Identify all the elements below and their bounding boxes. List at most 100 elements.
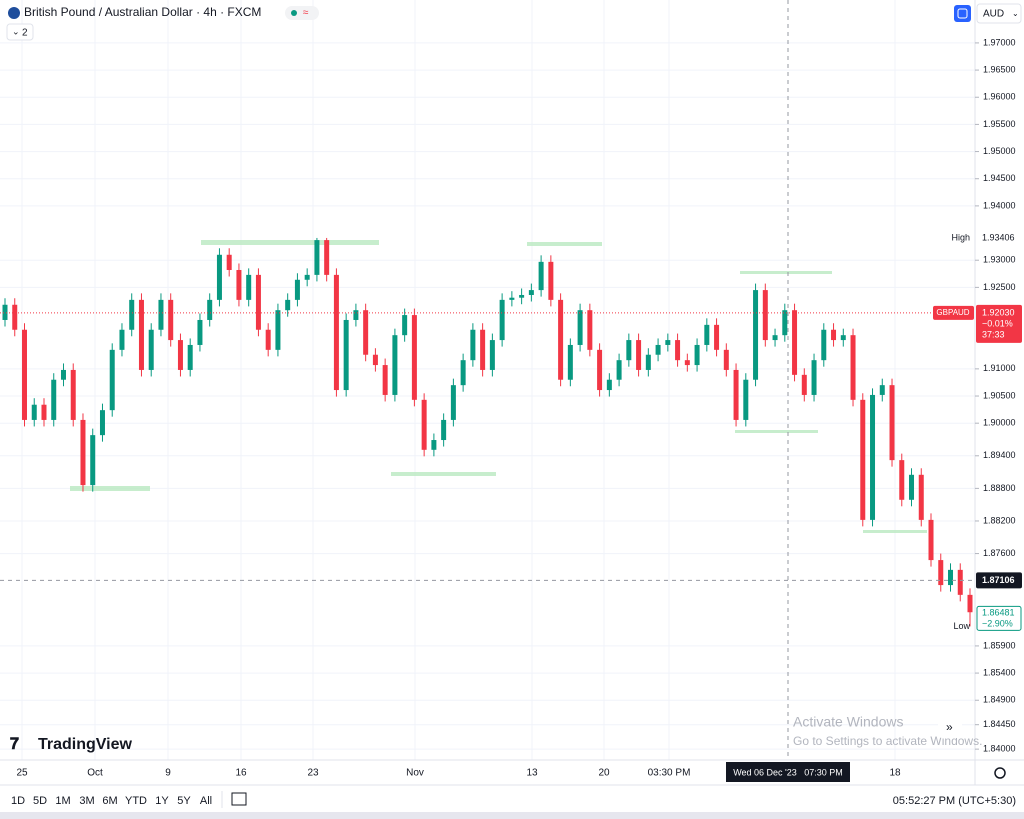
candle-body bbox=[236, 269, 242, 300]
y-tick-label: 1.95000 bbox=[983, 146, 1016, 156]
high-box bbox=[976, 231, 1022, 246]
currency-button[interactable] bbox=[976, 3, 1022, 24]
date-range-icon[interactable] bbox=[231, 792, 247, 806]
candle-body bbox=[197, 319, 203, 345]
candle-body bbox=[129, 299, 135, 330]
zone bbox=[527, 242, 602, 246]
zones bbox=[70, 240, 927, 533]
candle-body bbox=[694, 344, 700, 366]
candle-body bbox=[99, 410, 105, 436]
symbol-tag-label: GBPAUD bbox=[936, 308, 969, 317]
y-tick-label: 1.94000 bbox=[983, 200, 1016, 210]
candle-body bbox=[158, 299, 164, 330]
candle-body bbox=[548, 261, 554, 300]
candle-body bbox=[743, 379, 749, 420]
close-change: −2.90% bbox=[982, 619, 1013, 629]
candle-body bbox=[684, 360, 690, 366]
candle-body bbox=[226, 254, 232, 270]
scroll-button[interactable] bbox=[938, 716, 962, 738]
candle-body bbox=[90, 435, 96, 486]
candle-body bbox=[772, 335, 778, 341]
x-tick-label: 25 bbox=[16, 768, 28, 779]
candles bbox=[2, 237, 973, 627]
y-tick-label: 1.90500 bbox=[983, 390, 1016, 400]
candle-body bbox=[41, 404, 47, 420]
candle-body bbox=[138, 299, 144, 370]
activation-title: Activate Windows bbox=[793, 714, 903, 730]
crosshair-price: 1.87106 bbox=[982, 575, 1015, 585]
scroll-icon: » bbox=[946, 720, 953, 734]
candle-body bbox=[860, 399, 866, 520]
candle-body bbox=[606, 379, 612, 391]
candle-body bbox=[304, 274, 310, 280]
candle-body bbox=[431, 440, 437, 450]
candle-body bbox=[821, 329, 827, 361]
candle-body bbox=[870, 394, 876, 520]
settings-icon[interactable] bbox=[994, 767, 1006, 779]
candle-body bbox=[411, 315, 417, 400]
range-button[interactable]: 6M bbox=[102, 795, 117, 807]
indicator-count: 2 bbox=[22, 28, 28, 39]
y-tick-label: 1.84450 bbox=[983, 719, 1016, 729]
candle-body bbox=[665, 340, 671, 345]
candle-body bbox=[441, 419, 447, 441]
candle-body bbox=[597, 349, 603, 391]
last-price-box bbox=[976, 304, 1022, 343]
range-button[interactable]: 3M bbox=[79, 795, 94, 807]
range-button[interactable]: YTD bbox=[125, 795, 147, 807]
close-box bbox=[976, 605, 1022, 631]
candle-body bbox=[957, 569, 963, 595]
candle-body bbox=[402, 315, 408, 336]
candle-body bbox=[343, 319, 349, 391]
currency: AUD bbox=[983, 9, 1004, 20]
sync-icon bbox=[957, 8, 968, 19]
candle-body bbox=[782, 310, 788, 336]
candle-body bbox=[636, 340, 642, 370]
candle-body bbox=[148, 329, 154, 370]
y-tick-label: 1.84000 bbox=[983, 744, 1016, 754]
y-tick-label: 1.91000 bbox=[983, 363, 1016, 373]
candle-body bbox=[792, 310, 798, 375]
high-value: 1.93406 bbox=[982, 233, 1015, 243]
last-price: 1.92030 bbox=[982, 307, 1015, 317]
range-button[interactable]: 1M bbox=[55, 795, 70, 807]
indicator-toggle[interactable] bbox=[6, 23, 34, 41]
x-tick-label: 23 bbox=[307, 768, 319, 779]
last-change: −0.01% bbox=[982, 318, 1013, 328]
y-tick-label: 1.84900 bbox=[983, 695, 1016, 705]
zone bbox=[735, 430, 818, 433]
range-button[interactable]: 1D bbox=[11, 795, 25, 807]
candle-body bbox=[60, 369, 66, 380]
candle-body bbox=[626, 340, 632, 361]
x-tick-label: 13 bbox=[526, 768, 538, 779]
candle-body bbox=[275, 310, 281, 350]
chevron: ⌄ bbox=[12, 26, 20, 36]
candle-body bbox=[938, 560, 944, 586]
y-tick-label: 1.85900 bbox=[983, 640, 1016, 650]
range-button[interactable]: 5D bbox=[33, 795, 47, 807]
candle-body bbox=[645, 354, 651, 370]
candle-body bbox=[762, 290, 768, 341]
candle-body bbox=[704, 324, 710, 345]
bottom-bar bbox=[0, 812, 1024, 819]
y-tick-label: 1.92500 bbox=[983, 282, 1016, 292]
clock[interactable]: 05:52:27 PM (UTC+5:30) bbox=[893, 795, 1016, 807]
zone bbox=[391, 472, 496, 476]
candle-body bbox=[801, 374, 807, 395]
candle-body bbox=[675, 340, 681, 361]
candle-body bbox=[499, 299, 505, 341]
close-price: 1.86481 bbox=[982, 608, 1015, 618]
candle-body bbox=[918, 474, 924, 520]
status-icon: ≈ bbox=[303, 8, 309, 19]
candle-body bbox=[733, 369, 739, 420]
sync-button[interactable] bbox=[954, 5, 971, 22]
range-button[interactable]: 1Y bbox=[155, 795, 169, 807]
range-button[interactable]: 5Y bbox=[177, 795, 191, 807]
candle-body bbox=[519, 294, 525, 298]
candle-body bbox=[109, 349, 115, 411]
candle-body bbox=[285, 299, 291, 311]
y-tick-label: 1.87600 bbox=[983, 548, 1016, 558]
range-button[interactable]: All bbox=[200, 795, 212, 807]
candle-body bbox=[811, 360, 817, 395]
